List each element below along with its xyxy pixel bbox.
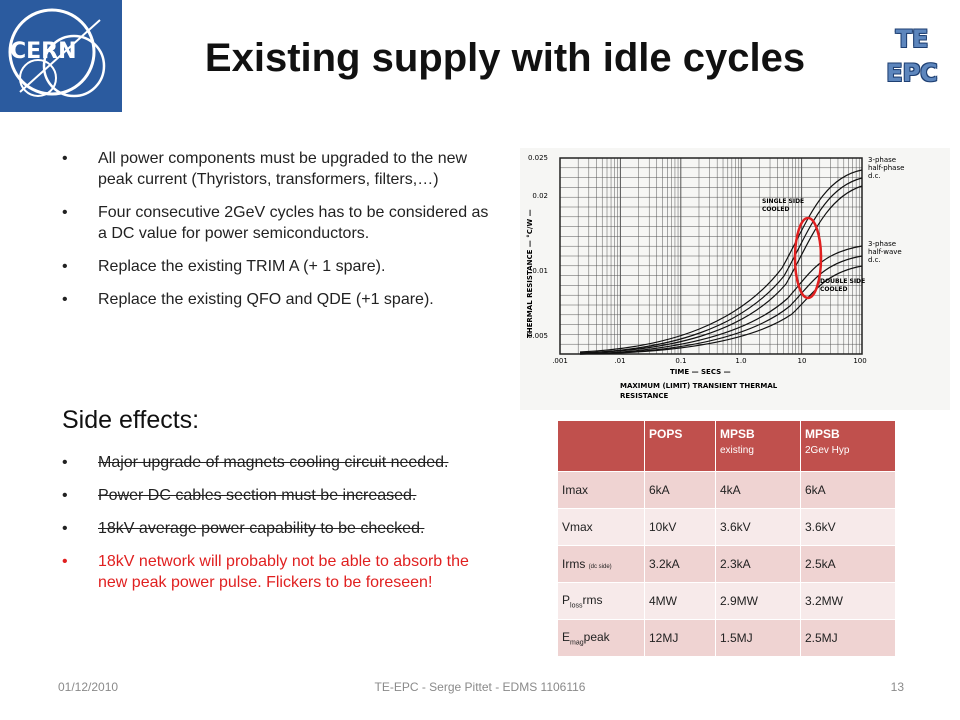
y-tick-label: 0.01 (532, 267, 548, 275)
header-label: POPS (649, 427, 683, 441)
table-cell: 3.2kA (644, 545, 716, 583)
table-cell: 1.5MJ (715, 619, 801, 657)
row-label: Plossrms (557, 582, 645, 620)
bullet-item: Four consecutive 2GeV cycles has to be c… (58, 202, 498, 244)
graph-caption: MAXIMUM (LIMIT) TRANSIENT THERMAL (620, 382, 778, 390)
bullet-item: All power components must be upgraded to… (58, 148, 498, 190)
annotation-full-wave: d.c. (868, 172, 881, 180)
footer-page-number: 13 (890, 680, 904, 694)
row-label: Irms (dc side) (557, 545, 645, 583)
annotation-half-wave: half-wave (868, 248, 902, 256)
cern-logo-text: CERN (10, 39, 77, 64)
x-tick-label: 10 (798, 357, 807, 365)
requirements-list: All power components must be upgraded to… (58, 148, 498, 322)
annotation-single-side: SINGLE SIDE (762, 198, 804, 205)
graph-caption: RESISTANCE (620, 392, 669, 400)
header-label: MPSB (805, 427, 840, 441)
footer-center: TE-EPC - Serge Pittet - EDMS 1106116 (374, 680, 586, 694)
table-cell: 10kV (644, 508, 716, 546)
side-effect-item: 18kV average power capability to be chec… (58, 518, 498, 539)
graph-curves (579, 169, 863, 355)
table-cell: 12MJ (644, 619, 716, 657)
bullet-item: Replace the existing QFO and QDE (+1 spa… (58, 289, 498, 310)
header-sub: existing (720, 445, 754, 456)
header-label: MPSB (720, 427, 755, 441)
table-cell: 4MW (644, 582, 716, 620)
cern-logo: CERN (0, 0, 122, 112)
side-effect-item: Power DC cables section must be increase… (58, 485, 498, 506)
thermal-resistance-graph: 0.025 0.02 0.01 0.005 .001 .01 0.1 1.0 1… (520, 148, 950, 410)
table-header-cell (557, 420, 645, 472)
te-logo-line2: EPC (886, 59, 938, 87)
table-row: Plossrms 4MW 2.9MW 3.2MW (557, 582, 896, 620)
table-row: Vmax 10kV 3.6kV 3.6kV (557, 508, 896, 546)
side-effect-text: 18kV network will probably not be able t… (98, 553, 469, 591)
row-label: Vmax (557, 508, 645, 546)
table-cell: 3.6kV (715, 508, 801, 546)
thermal-curve (579, 185, 863, 354)
thermal-curve (579, 245, 863, 355)
graph-grid (559, 158, 862, 354)
table-row: Imax 6kA 4kA 6kA (557, 471, 896, 509)
x-tick-label: 1.0 (735, 357, 746, 365)
row-label: Imax (557, 471, 645, 509)
slide-title: Existing supply with idle cycles (204, 36, 806, 80)
te-logo-line1: TE (895, 25, 929, 53)
side-effect-text: 18kV average power capability to be chec… (98, 520, 425, 537)
side-effects-heading: Side effects: (62, 406, 200, 434)
table-header-cell: POPS (644, 420, 716, 472)
table-header-cell: MPSB existing (715, 420, 801, 472)
table-cell: 4kA (715, 471, 801, 509)
thermal-curve (579, 265, 863, 355)
table-cell: 2.5MJ (800, 619, 896, 657)
table-cell: 3.6kV (800, 508, 896, 546)
y-axis-label: THERMAL RESISTANCE — °C/W — (526, 209, 534, 338)
annotation-half-wave: d.c. (868, 256, 881, 264)
te-epc-logo: TE EPC (876, 22, 948, 90)
annotation-double-side: DOUBLE SIDE (820, 278, 865, 285)
table-row: Emagpeak 12MJ 1.5MJ 2.5MJ (557, 619, 896, 657)
comparison-table: POPS MPSB existing MPSB 2Gev Hyp Imax 6kA … (557, 420, 896, 657)
table-cell: 6kA (644, 471, 716, 509)
table-header-cell: MPSB 2Gev Hyp (800, 420, 896, 472)
annotation-single-side: COOLED (762, 206, 790, 213)
table-cell: 3.2MW (800, 582, 896, 620)
thermal-curve (579, 177, 863, 354)
x-axis-label: TIME — SECS — (670, 368, 731, 376)
side-effect-text: Major upgrade of magnets cooling circuit… (98, 454, 449, 471)
y-tick-label: 0.005 (528, 332, 548, 340)
side-effect-text: Power DC cables section must be increase… (98, 487, 417, 504)
table-cell: 6kA (800, 471, 896, 509)
highlight-ellipse (793, 216, 823, 300)
table-cell: 2.5kA (800, 545, 896, 583)
x-tick-label: 100 (853, 357, 866, 365)
y-tick-label: 0.025 (528, 154, 548, 162)
side-effect-item-warning: 18kV network will probably not be able t… (58, 551, 498, 593)
x-tick-label: .01 (614, 357, 625, 365)
table-cell: 2.9MW (715, 582, 801, 620)
annotation-double-side: COOLED (820, 286, 848, 293)
annotation-full-wave: 3-phase (868, 156, 896, 164)
row-label-sub: (dc side) (588, 564, 612, 570)
header-sub: 2Gev Hyp (805, 445, 850, 456)
table-cell: 2.3kA (715, 545, 801, 583)
table-header-row: POPS MPSB existing MPSB 2Gev Hyp (557, 420, 896, 472)
side-effect-item: Major upgrade of magnets cooling circuit… (58, 452, 498, 473)
thermal-curve (579, 169, 863, 353)
footer-date: 01/12/2010 (58, 680, 119, 694)
annotation-half-wave: 3-phase (868, 240, 896, 248)
row-label: Emagpeak (557, 619, 645, 657)
x-tick-label: .001 (552, 357, 568, 365)
bullet-item: Replace the existing TRIM A (+ 1 spare). (58, 256, 498, 277)
side-effects-list: Major upgrade of magnets cooling circuit… (58, 452, 498, 605)
x-tick-label: 0.1 (675, 357, 686, 365)
annotation-full-wave: half-phase (868, 164, 904, 172)
y-tick-label: 0.02 (532, 192, 548, 200)
table-row: Irms (dc side) 3.2kA 2.3kA 2.5kA (557, 545, 896, 583)
